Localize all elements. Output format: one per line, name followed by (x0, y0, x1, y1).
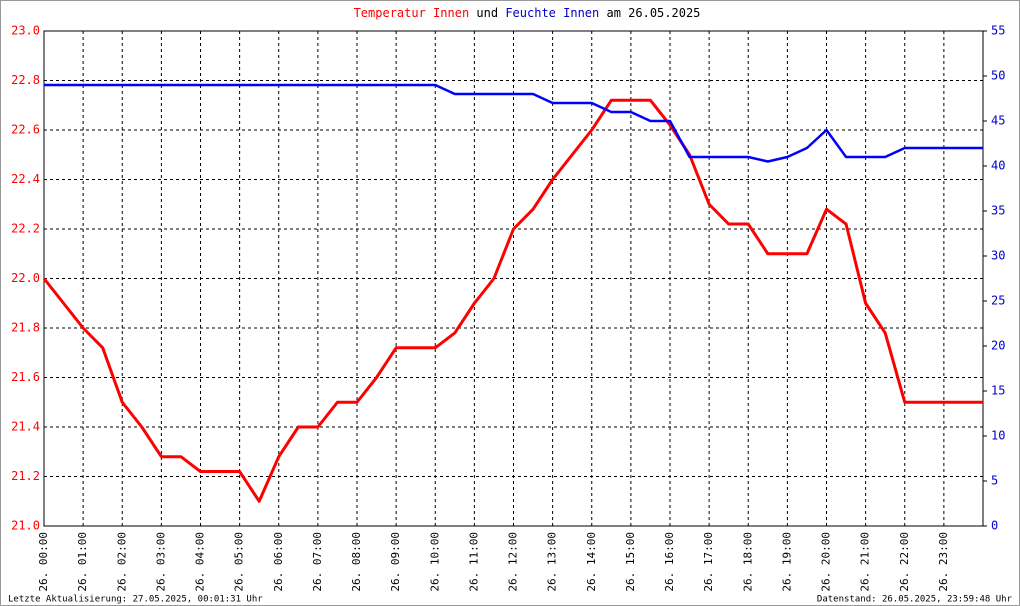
y2-tick-label: 5 (991, 474, 998, 488)
x-tick-label: 26. 00:00 (37, 532, 50, 592)
x-tick-label: 26. 17:00 (702, 532, 715, 592)
x-tick-label: 26. 09:00 (389, 532, 402, 592)
x-tick-label: 26. 14:00 (585, 532, 598, 592)
y2-tick-label: 30 (991, 249, 1005, 263)
y-tick-label: 22.8 (11, 73, 40, 87)
x-tick-label: 26. 22:00 (898, 532, 911, 592)
y-tick-label: 22.2 (11, 222, 40, 236)
series-line (42, 98, 983, 503)
y-tick-label: 21.4 (11, 420, 40, 434)
y2-tick-label: 45 (991, 114, 1005, 128)
y2-tick-label: 40 (991, 159, 1005, 173)
x-tick-label: 26. 08:00 (350, 532, 363, 592)
title-hum: Feuchte Innen (505, 6, 599, 20)
x-tick-label: 26. 13:00 (546, 532, 559, 592)
x-tick-label: 26. 11:00 (467, 532, 480, 592)
series-line (44, 83, 983, 163)
y2-tick-label: 15 (991, 384, 1005, 398)
y2-tick-label: 55 (991, 24, 1005, 38)
x-tick-label: 26. 23:00 (937, 532, 950, 592)
x-tick-label: 26. 03:00 (154, 532, 167, 592)
chart-title: Temperatur Innen und Feuchte Innen am 26… (354, 6, 701, 20)
y2-tick-label: 35 (991, 204, 1005, 218)
x-tick-label: 26. 01:00 (76, 532, 89, 592)
title-date: am 26.05.2025 (606, 6, 700, 20)
y2-tick-label: 25 (991, 294, 1005, 308)
x-tick-label: 26. 20:00 (820, 532, 833, 592)
y-tick-label: 22.0 (11, 271, 40, 285)
footer-left: Letzte Aktualisierung: 27.05.2025, 00:01… (8, 595, 263, 605)
y-tick-label: 21.8 (11, 321, 40, 335)
y2-tick-label: 0 (991, 519, 998, 533)
x-tick-label: 26. 18:00 (741, 532, 754, 592)
x-tick-label: 26. 15:00 (624, 532, 637, 592)
x-tick-label: 26. 04:00 (194, 532, 207, 592)
x-tick-label: 26. 07:00 (311, 532, 324, 592)
y-tick-label: 21.0 (11, 519, 40, 533)
x-tick-label: 26. 06:00 (272, 532, 285, 592)
y-tick-label: 21.6 (11, 370, 40, 384)
x-tick-label: 26. 12:00 (507, 532, 520, 592)
y2-tick-label: 50 (991, 69, 1005, 83)
x-tick-label: 26. 02:00 (115, 532, 128, 592)
x-tick-label: 26. 19:00 (780, 532, 793, 592)
y-tick-label: 22.6 (11, 123, 40, 137)
x-tick-label: 26. 05:00 (233, 532, 246, 592)
x-tick-label: 26. 21:00 (859, 532, 872, 592)
y-tick-label: 23.0 (11, 24, 40, 38)
y-tick-label: 21.2 (11, 469, 40, 483)
footer-right: Datenstand: 26.05.2025, 23:59:48 Uhr (817, 595, 1013, 605)
y2-tick-label: 20 (991, 339, 1005, 353)
title-temp: Temperatur Innen (354, 6, 470, 20)
y-tick-label: 22.4 (11, 172, 40, 186)
x-tick-label: 26. 16:00 (663, 532, 676, 592)
title-connector: und (476, 6, 498, 20)
y2-tick-label: 10 (991, 429, 1005, 443)
x-tick-label: 26. 10:00 (428, 532, 441, 592)
